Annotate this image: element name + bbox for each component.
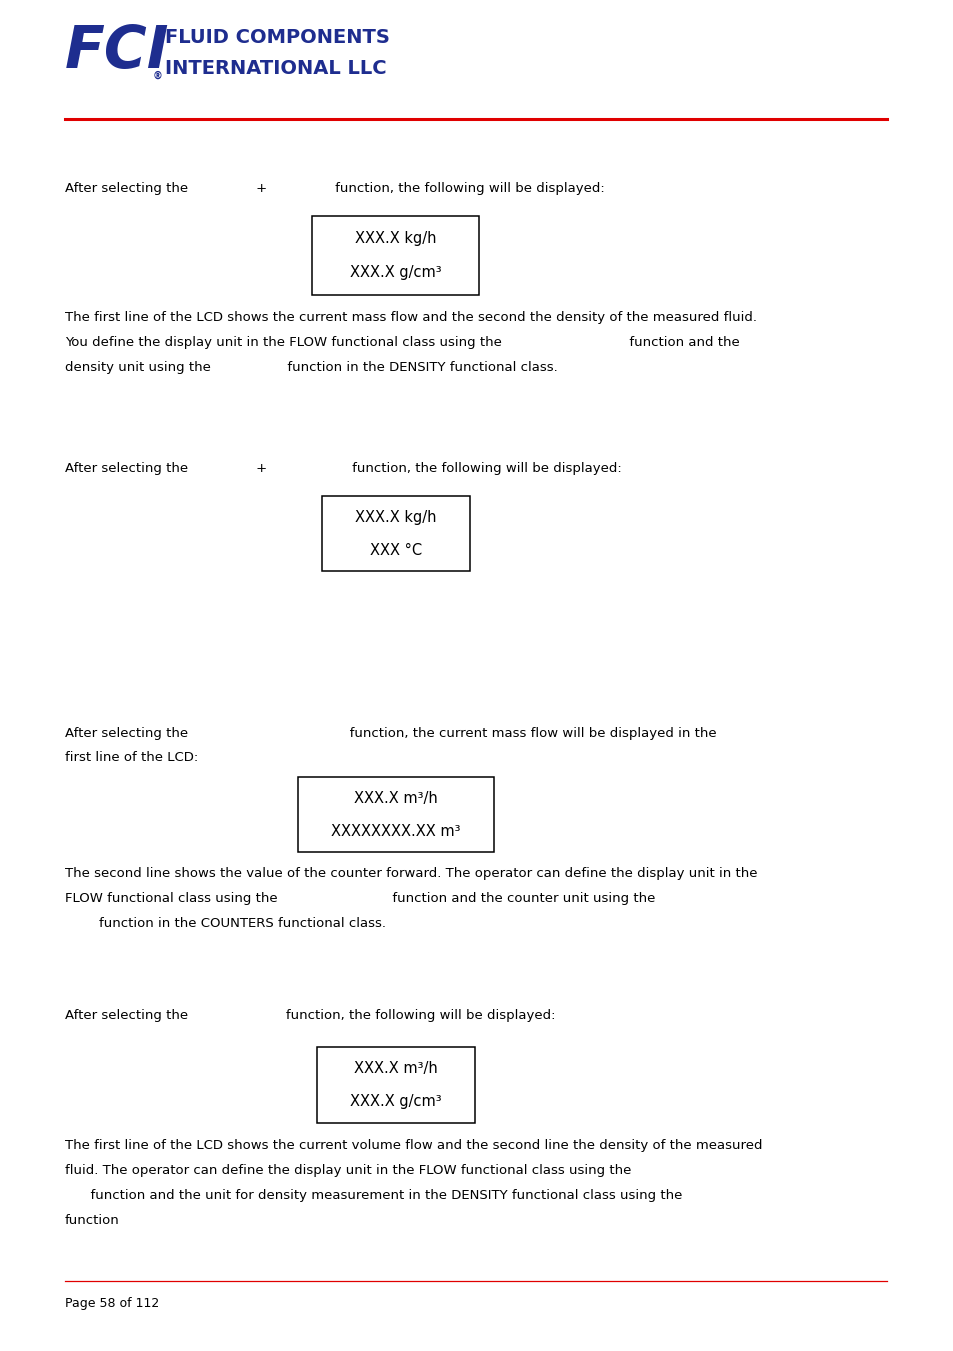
Text: XXX.X kg/h: XXX.X kg/h [355, 509, 436, 524]
Text: XXXXXXXX.XX m³: XXXXXXXX.XX m³ [331, 824, 460, 839]
Text: XXX.X m³/h: XXX.X m³/h [354, 790, 437, 805]
Bar [321, 496, 469, 571]
Text: The second line shows the value of the counter forward. The operator can define : The second line shows the value of the c… [65, 867, 757, 881]
Text: INTERNATIONAL LLC: INTERNATIONAL LLC [165, 59, 386, 78]
Text: The first line of the LCD shows the current volume flow and the second line the : The first line of the LCD shows the curr… [65, 1139, 761, 1152]
Text: After selecting the                       function, the following will be displa: After selecting the function, the follow… [65, 1009, 555, 1023]
Text: FCI: FCI [65, 23, 170, 80]
Text: After selecting the                +                function, the following will: After selecting the + function, the foll… [65, 182, 604, 196]
Text: XXX.X g/cm³: XXX.X g/cm³ [350, 1094, 441, 1109]
Text: You define the display unit in the FLOW functional class using the              : You define the display unit in the FLOW … [65, 335, 739, 349]
Text: ®: ® [152, 70, 162, 81]
Text: The first line of the LCD shows the current mass flow and the second the density: The first line of the LCD shows the curr… [65, 311, 756, 324]
Text: function in the COUNTERS functional class.: function in the COUNTERS functional clas… [65, 917, 385, 931]
Text: After selecting the                +                    function, the following : After selecting the + function, the foll… [65, 462, 621, 476]
Text: XXX.X kg/h: XXX.X kg/h [355, 231, 436, 246]
Text: function: function [65, 1213, 119, 1227]
Text: XXX.X m³/h: XXX.X m³/h [354, 1061, 437, 1075]
Text: Page 58 of 112: Page 58 of 112 [65, 1297, 159, 1310]
Text: first line of the LCD:: first line of the LCD: [65, 751, 198, 765]
Text: FLUID COMPONENTS: FLUID COMPONENTS [165, 28, 390, 47]
Text: fluid. The operator can define the display unit in the FLOW functional class usi: fluid. The operator can define the displ… [65, 1163, 631, 1177]
Text: XXX °C: XXX °C [370, 543, 421, 558]
Text: After selecting the                                      function, the current m: After selecting the function, the curren… [65, 727, 716, 740]
Bar [313, 216, 478, 295]
Text: function and the unit for density measurement in the DENSITY functional class us: function and the unit for density measur… [65, 1189, 681, 1202]
Bar [297, 777, 493, 852]
Text: FLOW functional class using the                           function and the count: FLOW functional class using the function… [65, 893, 655, 905]
Text: XXX.X g/cm³: XXX.X g/cm³ [350, 265, 441, 280]
Text: density unit using the                  function in the DENSITY functional class: density unit using the function in the D… [65, 361, 558, 374]
Bar [316, 1047, 474, 1123]
